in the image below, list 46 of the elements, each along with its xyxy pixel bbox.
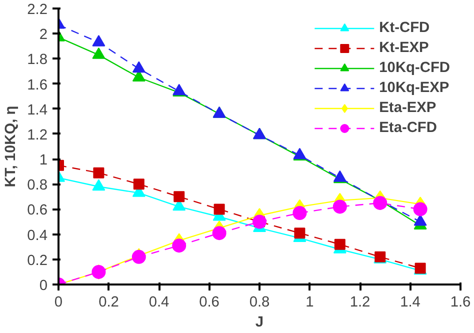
y-tick-label: 2.2 — [27, 2, 48, 18]
point — [93, 167, 104, 178]
x-tick-label: 1.4 — [400, 294, 420, 310]
y-tick-label: 0.6 — [27, 202, 48, 219]
x-tick-label: 1 — [306, 294, 314, 310]
x-tick-label: 1.6 — [450, 294, 471, 310]
x-tick-label: 0.4 — [148, 294, 170, 310]
point — [92, 34, 106, 46]
point — [92, 47, 106, 59]
point — [413, 202, 428, 216]
y-tick-label: 0.4 — [27, 228, 48, 244]
point — [132, 61, 146, 73]
x-tick-label: 0 — [54, 294, 63, 310]
point — [172, 238, 186, 253]
x-tick-label: 0.6 — [199, 294, 220, 310]
legend-label: Kt-EXP — [379, 40, 429, 56]
y-tick-label: 0.8 — [27, 178, 48, 194]
y-tick-label: 0.2 — [27, 252, 48, 269]
x-axis-title: J — [255, 314, 264, 330]
point — [292, 206, 307, 220]
point — [214, 204, 225, 215]
point — [373, 196, 388, 210]
y-tick-label: 1.4 — [27, 102, 48, 118]
point — [212, 226, 226, 240]
point — [332, 200, 347, 214]
legend-label: Eta-CFD — [379, 120, 437, 136]
y-tick-label: 1.8 — [27, 52, 48, 68]
y-tick-label: 1.2 — [27, 127, 48, 144]
y-tick-label: 1.6 — [27, 77, 48, 94]
point — [174, 191, 185, 202]
point — [294, 228, 306, 239]
x-tick-label: 0.8 — [249, 294, 270, 310]
y-tick-label: 0 — [39, 278, 48, 294]
point — [133, 178, 144, 190]
point — [334, 238, 346, 250]
legend-label: 10Kq-CFD — [379, 60, 450, 76]
x-tick-label: 0.2 — [98, 294, 119, 310]
point — [414, 214, 427, 226]
y-axis-title: KT, 10KQ, η — [3, 106, 20, 188]
legend-label: Eta-EXP — [379, 100, 436, 116]
x-tick-label: 1.2 — [350, 294, 370, 310]
legend-label: Kt-CFD — [379, 20, 430, 36]
y-tick-label: 2 — [39, 27, 48, 44]
y-tick-label: 1 — [39, 152, 48, 169]
legend-label: 10Kq-EXP — [379, 80, 450, 96]
point — [92, 179, 106, 191]
